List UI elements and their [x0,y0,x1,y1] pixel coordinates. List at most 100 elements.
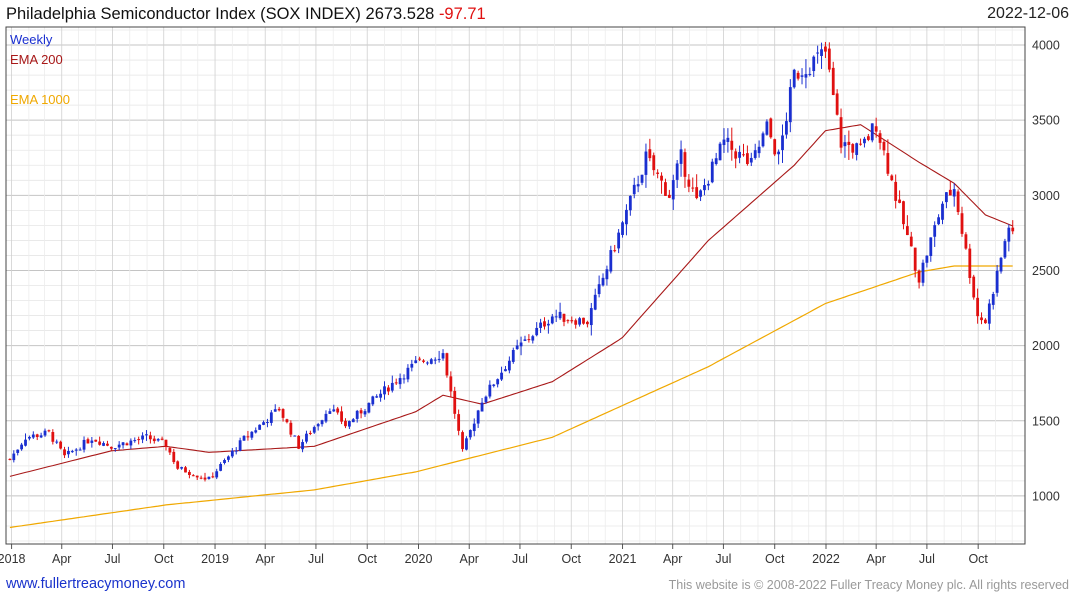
candle-up [437,358,441,360]
candle-up [714,158,718,164]
candle-up [710,161,714,183]
candle-up [816,52,820,54]
candle-up [305,433,308,442]
candle-up [223,459,226,464]
candle-up [328,411,332,414]
candle-up [554,316,558,318]
candle-up [258,424,262,430]
candle-up [402,378,406,380]
y-tick-label: 1500 [1032,414,1060,428]
candle-down [648,149,652,159]
candle-down [874,126,878,132]
ema1000-line [9,265,1013,529]
y-tick-label: 2000 [1032,339,1060,353]
candle-down [211,476,215,478]
candle-down [570,320,574,322]
candle-up [925,255,929,263]
candle-down [457,414,461,431]
candle-down [172,451,176,463]
x-tick-label: Apr [663,552,682,566]
candle-up [578,318,582,325]
candle-down [734,151,738,159]
candle-up [273,409,277,412]
candle-down [387,387,390,392]
candle-up [215,471,219,478]
candle-up [293,435,297,437]
site-link[interactable]: www.fullertreacymoney.com [6,576,186,592]
candle-up [644,151,648,175]
ema200-line [9,124,1013,477]
candle-up [78,449,82,451]
candle-up [266,422,269,424]
candle-down [340,411,343,422]
candle-up [546,323,550,326]
candle-down [191,475,195,477]
candle-down [1011,227,1015,232]
candle-up [863,138,866,144]
candle-up [383,386,386,395]
candle-up [429,359,433,364]
candle-up [426,362,429,364]
candle-down [968,248,972,279]
candle-up [82,439,86,450]
candle-up [855,143,859,155]
x-tick-label: Jul [715,552,731,566]
candle-up [74,449,78,451]
candle-up [593,294,597,310]
candle-up [406,367,410,380]
candle-down [359,410,363,414]
candle-up [180,467,183,469]
candle-down [859,143,862,145]
candle-down [976,297,980,317]
candle-down [905,226,909,236]
candle-up [355,410,359,419]
candle-down [152,438,156,442]
candle-up [117,444,121,448]
x-tick-label: 2021 [609,552,637,566]
candle-up [531,336,535,341]
candle-up [507,360,511,371]
candle-up [242,435,246,441]
y-tick-label: 3000 [1032,189,1060,203]
candle-down [980,317,983,321]
candle-up [480,402,484,412]
candle-up [621,222,624,235]
candle-up [785,121,788,135]
candle-down [964,234,968,249]
candle-up [230,450,234,457]
candle-down [199,477,203,479]
candle-up [781,135,784,151]
candle-up [269,412,273,423]
candle-up [238,440,242,451]
candle-up [699,190,702,197]
legend-period: Weekly [10,32,53,47]
candle-down [582,317,585,324]
candle-up [511,350,515,362]
candle-up [145,434,148,436]
candle-up [628,195,632,211]
candle-up [722,139,726,146]
candle-down [948,189,952,196]
y-tick-label: 3500 [1032,114,1060,128]
candle-down [125,443,129,446]
candle-down [894,181,898,201]
candle-down [289,422,293,435]
candle-down [285,419,289,423]
candle-up [55,441,59,443]
candle-up [718,143,722,161]
candle-down [63,449,66,456]
candle-up [800,75,804,77]
candle-up [765,121,769,135]
y-tick-label: 2500 [1032,264,1060,278]
candle-down [866,136,870,140]
candle-down [137,439,141,441]
candle-down [847,141,851,145]
candle-down [574,320,578,325]
candle-up [156,439,160,441]
candle-down [839,117,843,148]
candle-up [219,464,223,471]
candle-down [203,477,207,480]
candle-down [394,382,398,384]
candle-down [297,436,301,449]
